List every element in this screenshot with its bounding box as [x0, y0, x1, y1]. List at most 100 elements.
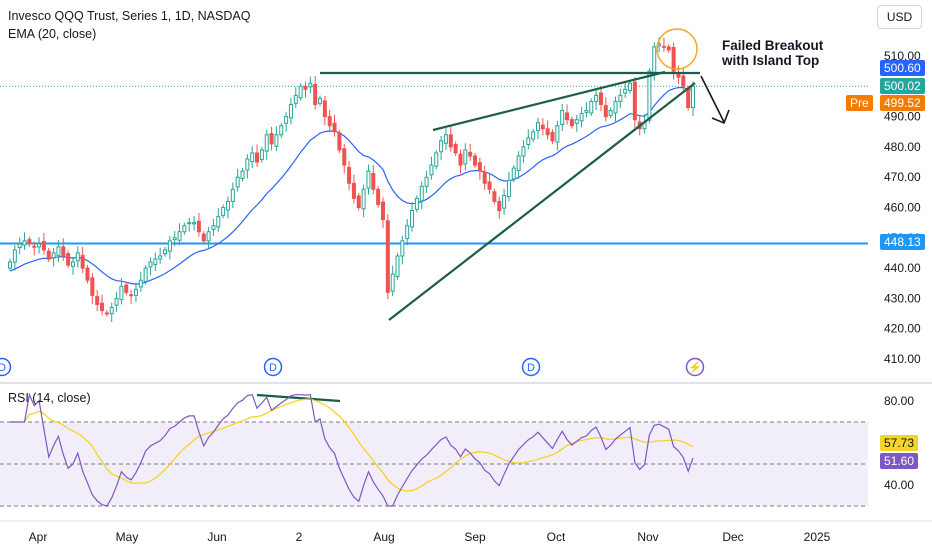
candle-body: [225, 200, 230, 211]
candle-body: [608, 110, 613, 116]
candle-body: [332, 122, 337, 133]
candle-body: [473, 155, 478, 166]
time-axis-tick: Jun: [207, 530, 226, 544]
premarket-price-tag: 499.52: [880, 95, 925, 111]
candle-body: [535, 122, 540, 132]
last-price-tag: 500.02: [880, 78, 925, 94]
candle-body: [90, 277, 95, 296]
candle-body: [390, 273, 395, 292]
candle-body: [211, 225, 216, 230]
candle-body: [540, 124, 545, 130]
candle-body: [27, 239, 32, 245]
candle-body: [32, 245, 37, 248]
candle-body: [313, 83, 318, 105]
candle-body: [453, 143, 458, 154]
candle-body: [482, 171, 487, 184]
candle-body: [318, 97, 323, 104]
rsi-divergence-trendline: [256, 393, 341, 403]
currency-button[interactable]: USD: [877, 5, 922, 29]
dividend-marker: [263, 357, 283, 377]
candle-body: [221, 207, 226, 216]
candle-body: [661, 45, 666, 48]
candle-body: [298, 85, 303, 99]
candle-body: [245, 158, 250, 171]
candle-body: [279, 125, 284, 136]
candle-body: [574, 119, 579, 124]
candle-body: [666, 46, 671, 51]
candle-body: [85, 267, 90, 281]
candle-body: [17, 243, 22, 248]
candle-body: [366, 170, 371, 189]
candle-body: [70, 261, 75, 267]
candle-body: [555, 125, 560, 143]
candle-body: [124, 284, 129, 293]
candle-body: [177, 231, 182, 241]
candle-body: [201, 233, 206, 242]
rsi-ma-line: [10, 398, 694, 492]
candle-body: [56, 246, 61, 256]
rsi-value-tag: 51.60: [880, 453, 919, 469]
candle-body: [424, 176, 429, 187]
candle-body: [46, 250, 51, 260]
dividend-marker: [0, 357, 12, 377]
candle-body: [172, 237, 177, 241]
candle-body: [8, 261, 12, 269]
candle-body: [516, 155, 521, 172]
candle-body: [419, 185, 424, 202]
candle-body: [443, 134, 448, 144]
candle-body: [545, 128, 550, 136]
ema-indicator-label[interactable]: EMA (20, close): [8, 27, 97, 41]
candle-body: [579, 113, 584, 122]
candles-group: [8, 37, 695, 323]
dividend-marker-label: D: [0, 362, 6, 374]
candle-body: [322, 100, 327, 118]
candle-body: [104, 312, 109, 315]
candle-body: [250, 152, 255, 162]
candle-body: [618, 94, 623, 102]
candle-body: [623, 88, 628, 94]
ema-line: [9, 86, 694, 285]
candle-body: [569, 119, 574, 127]
candle-body: [37, 243, 42, 248]
candle-body: [395, 255, 400, 278]
candle-body: [327, 116, 332, 127]
candle-body: [163, 249, 168, 255]
candle-body: [385, 220, 390, 293]
pattern-annotation: Failed Breakout with Island Top: [722, 38, 823, 68]
candle-body: [439, 140, 444, 153]
candle-body: [100, 302, 105, 312]
annotation-line-2: with Island Top: [722, 53, 820, 68]
candle-body: [95, 296, 100, 305]
candle-body: [51, 252, 56, 259]
candle-body: [308, 82, 313, 88]
candle-body: [400, 240, 405, 257]
candle-body: [303, 85, 308, 90]
time-axis-tick: 2025: [804, 530, 831, 544]
rsi-axis-tick: 40.00: [884, 478, 914, 492]
rsi-axis-tick: 80.00: [884, 394, 914, 408]
candle-body: [550, 131, 555, 142]
candle-body: [589, 100, 594, 114]
candle-body: [492, 191, 497, 202]
price-axis-tick: 420.00: [884, 322, 921, 336]
candle-body: [405, 225, 410, 239]
candle-body: [66, 253, 71, 266]
candle-body: [192, 222, 197, 225]
candle-body: [230, 188, 235, 202]
candle-body: [414, 197, 419, 210]
candle-body: [429, 164, 434, 176]
time-axis-tick: 2: [296, 530, 303, 544]
earnings-marker: [685, 357, 705, 377]
candle-body: [506, 179, 511, 198]
price-axis-tick: 440.00: [884, 261, 921, 275]
candle-body: [80, 254, 85, 269]
premarket-label-tag: Pre: [846, 95, 873, 111]
earnings-marker-icon: ⚡: [688, 361, 702, 374]
candle-body: [502, 194, 507, 209]
candle-body: [187, 222, 192, 225]
price-axis-tick: 430.00: [884, 291, 921, 305]
rsi-indicator-label[interactable]: RSI (14, close): [8, 391, 91, 405]
candle-body: [274, 134, 279, 147]
candle-body: [342, 148, 347, 166]
